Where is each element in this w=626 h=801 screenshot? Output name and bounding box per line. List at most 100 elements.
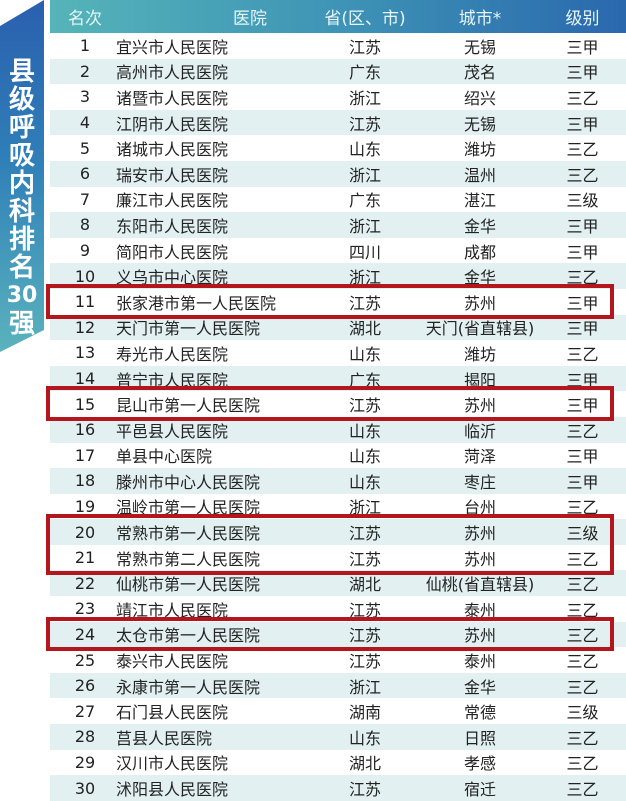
cell-province: 山东	[348, 728, 381, 748]
cell-province: 山东	[348, 140, 381, 160]
cell-rank: 30	[74, 778, 96, 798]
banner-char: 吸	[8, 141, 35, 171]
cell-hospital: 义乌市中心医院	[116, 268, 229, 288]
cell-hospital: 仙桃市第一人民医院	[116, 575, 261, 595]
cell-hospital: 高州市人民医院	[116, 63, 229, 83]
cell-rank: 11	[74, 292, 96, 312]
cell-province: 四川	[348, 242, 381, 262]
table-row: 16 平邑县人民医院 山东 临沂 三乙	[50, 416, 626, 443]
cell-province: 江苏	[348, 524, 381, 544]
cell-rank: 23	[74, 599, 96, 619]
cell-city: 金华	[463, 677, 496, 697]
cell-rank: 28	[74, 727, 96, 747]
table-row: 26 永康市第一人民医院 浙江 金华 三乙	[50, 672, 626, 699]
cell-level: 三乙	[566, 600, 599, 620]
cell-hospital: 普宁市人民医院	[116, 370, 229, 390]
cell-rank: 24	[74, 624, 96, 644]
cell-rank: 16	[74, 420, 96, 440]
cell-level: 三级	[566, 191, 599, 211]
cell-level: 三甲	[566, 37, 599, 57]
table-row: 7 廉江市人民医院 广东 湛江 三级	[50, 187, 626, 213]
cell-level: 三甲	[566, 472, 599, 492]
cell-province: 湖南	[348, 703, 381, 723]
table-row: 6 瑞安市人民医院 浙江 温州 三乙	[50, 160, 626, 187]
cell-hospital: 汉川市人民医院	[116, 754, 229, 774]
header-rank: 名次	[68, 9, 102, 29]
header-level: 级别	[565, 9, 600, 29]
cell-province: 浙江	[348, 268, 381, 288]
banner-char: 30	[6, 283, 38, 308]
cell-hospital: 泰兴市人民医院	[116, 652, 229, 672]
cell-rank: 13	[74, 343, 96, 363]
cell-level: 三乙	[566, 575, 599, 595]
cell-hospital: 平邑县人民医院	[116, 421, 229, 441]
banner-char: 科	[8, 197, 35, 227]
cell-city: 潍坊	[463, 344, 496, 364]
cell-rank: 4	[79, 113, 91, 133]
cell-province: 江苏	[348, 37, 381, 57]
cell-city: 茂名	[463, 63, 496, 83]
cell-rank: 18	[74, 471, 96, 491]
cell-province: 江苏	[348, 600, 381, 620]
table-row: 5 诸城市人民医院 山东 潍坊 三乙	[50, 135, 626, 161]
cell-province: 江苏	[348, 114, 381, 134]
cell-province: 湖北	[348, 754, 381, 774]
banner-title: 县级呼吸内科排名 30 强	[0, 58, 44, 338]
table-row: 15 昆山市第一人民医院 江苏 苏州 三甲	[50, 391, 626, 417]
cell-level: 三甲	[566, 319, 599, 339]
cell-hospital: 天门市第一人民医院	[116, 319, 261, 339]
cell-city: 潍坊	[463, 140, 496, 160]
table-row: 17 单县中心医院 山东 菏泽 三甲	[50, 443, 626, 469]
cell-hospital: 廉江市人民医院	[116, 191, 229, 211]
cell-province: 广东	[348, 191, 381, 211]
cell-hospital: 靖江市人民医院	[116, 600, 229, 620]
cell-province: 浙江	[348, 677, 381, 697]
banner-char: 排	[8, 225, 35, 255]
cell-province: 山东	[348, 472, 381, 492]
cell-hospital: 寿光市人民医院	[116, 344, 229, 364]
table-row: 19 温岭市第一人民医院 浙江 台州 三乙	[50, 494, 626, 520]
table-row: 2 高州市人民医院 广东 茂名 三甲	[50, 58, 626, 85]
cell-rank: 5	[79, 138, 91, 158]
table-row: 20 常熟市第一人民医院 江苏 苏州 三级	[50, 519, 626, 545]
cell-rank: 17	[74, 445, 96, 465]
cell-rank: 1	[79, 36, 91, 56]
cell-city: 金华	[463, 268, 496, 288]
cell-province: 浙江	[348, 88, 381, 108]
cell-province: 江苏	[348, 396, 381, 416]
cell-rank: 14	[74, 369, 96, 389]
cell-city: 金华	[463, 216, 496, 236]
cell-city: 成都	[463, 242, 496, 262]
cell-level: 三乙	[566, 268, 599, 288]
table-row: 18 滕州市中心人民医院 山东 枣庄 三甲	[50, 468, 626, 494]
cell-city: 天门(省直辖县)	[425, 319, 535, 339]
cell-rank: 26	[74, 676, 96, 696]
cell-city: 温州	[463, 165, 496, 185]
cell-hospital: 江阴市人民医院	[116, 114, 229, 134]
cell-level: 三甲	[566, 370, 599, 390]
cell-hospital: 宜兴市人民医院	[116, 37, 229, 57]
cell-hospital: 诸暨市人民医院	[116, 88, 229, 108]
table-row: 29 汉川市人民医院 湖北 孝感 三乙	[50, 750, 626, 776]
cell-level: 三乙	[566, 780, 599, 800]
cell-hospital: 温岭市第一人民医院	[116, 498, 261, 518]
cell-city: 泰州	[463, 600, 496, 620]
cell-level: 三乙	[566, 754, 599, 774]
cell-level: 三乙	[566, 498, 599, 518]
cell-level: 三甲	[566, 216, 599, 236]
cell-level: 三甲	[566, 242, 599, 262]
banner-char: 呼	[8, 113, 35, 143]
cell-hospital: 瑞安市人民医院	[116, 165, 229, 185]
cell-hospital: 常熟市第一人民医院	[116, 524, 261, 544]
table-row: 1 宜兴市人民医院 江苏 无锡 三甲	[50, 33, 626, 59]
cell-province: 湖北	[348, 319, 381, 339]
cell-rank: 10	[74, 266, 96, 286]
cell-level: 三乙	[566, 677, 599, 697]
cell-hospital: 太仓市第一人民医院	[116, 626, 261, 646]
cell-level: 三乙	[566, 165, 599, 185]
table-row: 27 石门县人民医院 湖南 常德 三级	[50, 698, 626, 724]
header-city: 城市*	[458, 9, 502, 29]
cell-province: 浙江	[348, 216, 381, 236]
cell-level: 三乙	[566, 88, 599, 108]
cell-hospital: 张家港市第一人民医院	[116, 293, 277, 313]
